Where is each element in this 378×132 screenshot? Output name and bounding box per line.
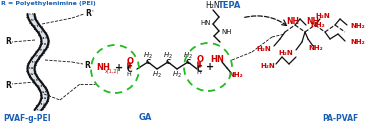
Text: ': ' [90, 62, 92, 67]
Text: H: H [197, 70, 201, 76]
Text: C: C [126, 65, 132, 74]
Text: NH: NH [221, 29, 231, 35]
Text: H₂N: H₂N [256, 46, 271, 52]
Text: C: C [146, 59, 150, 65]
Text: NH₂: NH₂ [350, 39, 365, 45]
Text: NH₂: NH₂ [308, 45, 323, 51]
Text: +: + [115, 63, 123, 73]
Text: O: O [197, 55, 203, 65]
Text: NH: NH [307, 16, 319, 25]
Text: R: R [84, 60, 90, 70]
Text: C: C [196, 65, 202, 74]
Text: +: + [206, 62, 214, 72]
Text: O: O [127, 56, 133, 65]
Text: GA: GA [138, 113, 152, 122]
Text: PA-PVAF: PA-PVAF [322, 114, 358, 123]
Text: HN: HN [200, 20, 211, 26]
Text: ': ' [91, 10, 93, 15]
Text: TEPA: TEPA [218, 1, 242, 10]
Text: H₂N: H₂N [316, 13, 330, 19]
Text: R = Polyethylenimine (PEI): R = Polyethylenimine (PEI) [1, 1, 96, 6]
Text: $H_2$: $H_2$ [152, 70, 162, 80]
Text: PVAF-g-PEI: PVAF-g-PEI [3, 114, 51, 123]
Text: C: C [166, 59, 170, 65]
Text: C: C [186, 59, 191, 65]
Text: NH₂: NH₂ [310, 22, 325, 28]
Text: H₂N: H₂N [278, 50, 293, 56]
Text: HN: HN [210, 55, 224, 65]
Text: NH: NH [287, 16, 299, 25]
Text: x(1,2): x(1,2) [105, 69, 119, 74]
Text: NH: NH [96, 63, 110, 72]
Text: R: R [5, 37, 11, 46]
Text: $H_2$: $H_2$ [143, 51, 153, 61]
Text: NH₂: NH₂ [350, 23, 365, 29]
Text: H: H [127, 72, 132, 77]
Text: R: R [85, 8, 91, 18]
Text: H₂N: H₂N [260, 63, 275, 69]
Text: $H_2$: $H_2$ [163, 51, 173, 61]
Text: $H_2$: $H_2$ [172, 70, 182, 80]
Text: $H_2$: $H_2$ [183, 51, 193, 61]
Text: NH₂: NH₂ [229, 72, 243, 78]
Text: R: R [5, 81, 11, 89]
Text: H₂N: H₂N [206, 1, 220, 10]
